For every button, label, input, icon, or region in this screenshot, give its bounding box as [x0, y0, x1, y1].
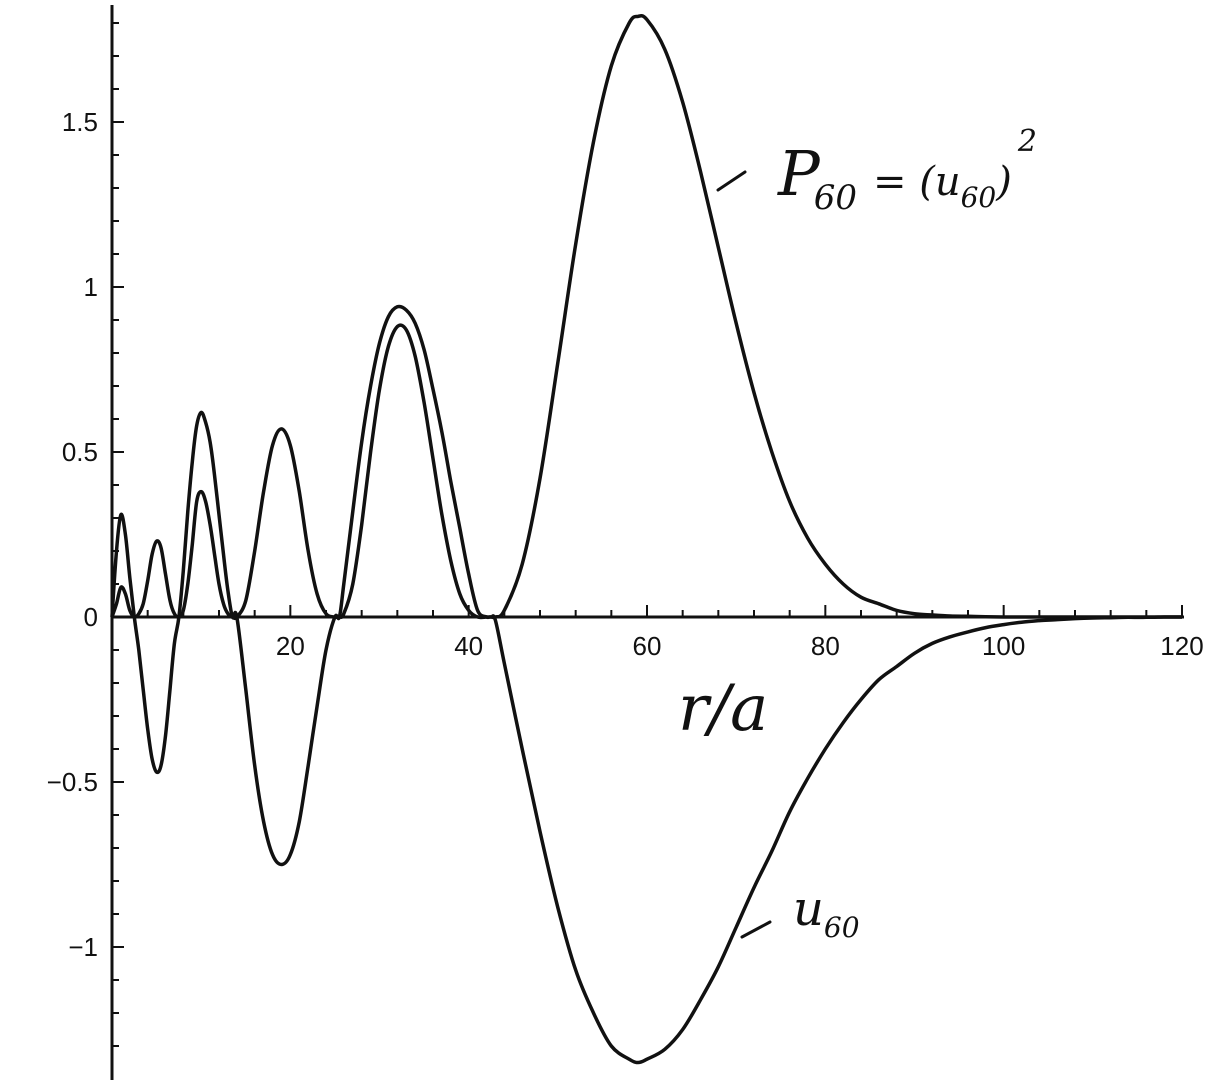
x-tick-label: 100	[982, 631, 1025, 661]
p60-leader-line	[716, 170, 747, 192]
series-u60-line	[110, 304, 1183, 1065]
y-tick-label: 0.5	[62, 437, 98, 467]
x-tick-label: 40	[454, 631, 483, 661]
u60-label: u60	[793, 881, 860, 944]
u60-sub: 60	[824, 911, 860, 944]
y-tick-label: −0.5	[47, 767, 98, 797]
series-layer	[110, 13, 1183, 1065]
p60-eq: = (u	[873, 159, 961, 205]
ticks: −1 −0.5 0 0.5 1 1.5 20 40 60 80 100 120	[47, 22, 1204, 1047]
p60-sub2: 60	[961, 181, 997, 214]
u60-leader-line	[740, 920, 772, 939]
p60-main: P	[777, 137, 821, 210]
p60-sup: 2	[1017, 124, 1037, 159]
p60-close: )	[995, 159, 1012, 205]
axes	[110, 5, 1184, 1080]
x-axis-label: r/a	[678, 672, 768, 746]
y-tick-label: 1.5	[62, 107, 98, 137]
x-tick-label: 20	[276, 631, 305, 661]
x-tick-label: 80	[811, 631, 840, 661]
p60-label: P60 = (u60)2	[777, 124, 1037, 218]
p60-sub: 60	[814, 178, 857, 218]
u60-main: u	[793, 881, 824, 937]
y-tick-label: −1	[68, 932, 98, 962]
annotations: P60 = (u60)2 u60 r/a	[678, 124, 1037, 944]
y-tick-label: 0	[84, 602, 98, 632]
x-tick-label: 120	[1160, 631, 1203, 661]
series-p60-line	[110, 13, 1182, 621]
x-tick-label: 60	[633, 631, 662, 661]
y-tick-label: 1	[84, 272, 98, 302]
